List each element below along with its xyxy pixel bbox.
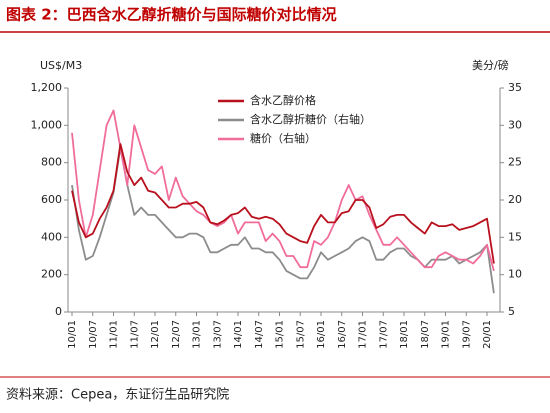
chart-title: 图表 2：巴西含水乙醇折糖价与国际糖价对比情况: [6, 6, 337, 24]
series-line: [71, 143, 495, 264]
x-tick-label: 17/07: [378, 320, 389, 349]
y-tick-label: 0: [55, 305, 62, 318]
y-tick-label: 600: [41, 193, 62, 206]
y2-tick-label: 15: [508, 230, 522, 243]
x-tick-label: 15/01: [275, 320, 286, 349]
x-tick-label: 18/07: [420, 320, 431, 349]
y2-tick-label: 30: [508, 118, 522, 131]
x-tick-label: 12/07: [171, 320, 182, 349]
y2-tick-label: 25: [508, 156, 522, 169]
x-tick-label: 14/01: [233, 320, 244, 349]
x-tick-label: 13/01: [192, 320, 203, 349]
series-line: [71, 109, 495, 272]
series-line: [71, 146, 495, 294]
y-tick-label: 1,000: [31, 118, 63, 131]
y2-tick-label: 10: [508, 268, 522, 281]
y2-axis-label: 美分/磅: [472, 58, 509, 72]
x-tick-label: 13/07: [212, 320, 223, 349]
x-tick-label: 19/01: [441, 320, 452, 349]
y-axis-label: US$/M3: [40, 59, 82, 72]
y2-tick-label: 5: [508, 305, 515, 318]
x-tick-label: 11/01: [109, 320, 120, 349]
x-tick-label: 14/07: [254, 320, 265, 349]
y-tick-label: 800: [41, 156, 62, 169]
x-tick-label: 17/01: [358, 320, 369, 349]
y-tick-label: 400: [41, 230, 62, 243]
source: 资料来源：Cepea，东证衍生品研究院: [6, 388, 229, 403]
x-tick-label: 16/01: [316, 320, 327, 349]
legend-label: 糖价（右轴）: [250, 131, 316, 145]
x-tick-label: 15/07: [295, 320, 306, 349]
x-tick-label: 12/01: [150, 320, 161, 349]
x-tick-label: 20/01: [482, 320, 493, 349]
x-tick-label: 18/01: [399, 320, 410, 349]
x-tick-label: 16/07: [337, 320, 348, 349]
y-tick-label: 200: [41, 268, 62, 281]
x-tick-label: 10/07: [88, 320, 99, 349]
y2-tick-label: 35: [508, 81, 522, 94]
x-tick-label: 11/07: [129, 320, 140, 349]
x-tick-label: 10/01: [67, 320, 78, 349]
legend-label: 含水乙醇折糖价（右轴）: [250, 112, 371, 126]
y2-tick-label: 20: [508, 193, 522, 206]
x-tick-label: 19/07: [461, 320, 472, 349]
y-tick-label: 1,200: [31, 81, 63, 94]
legend-label: 含水乙醇价格: [250, 93, 316, 107]
